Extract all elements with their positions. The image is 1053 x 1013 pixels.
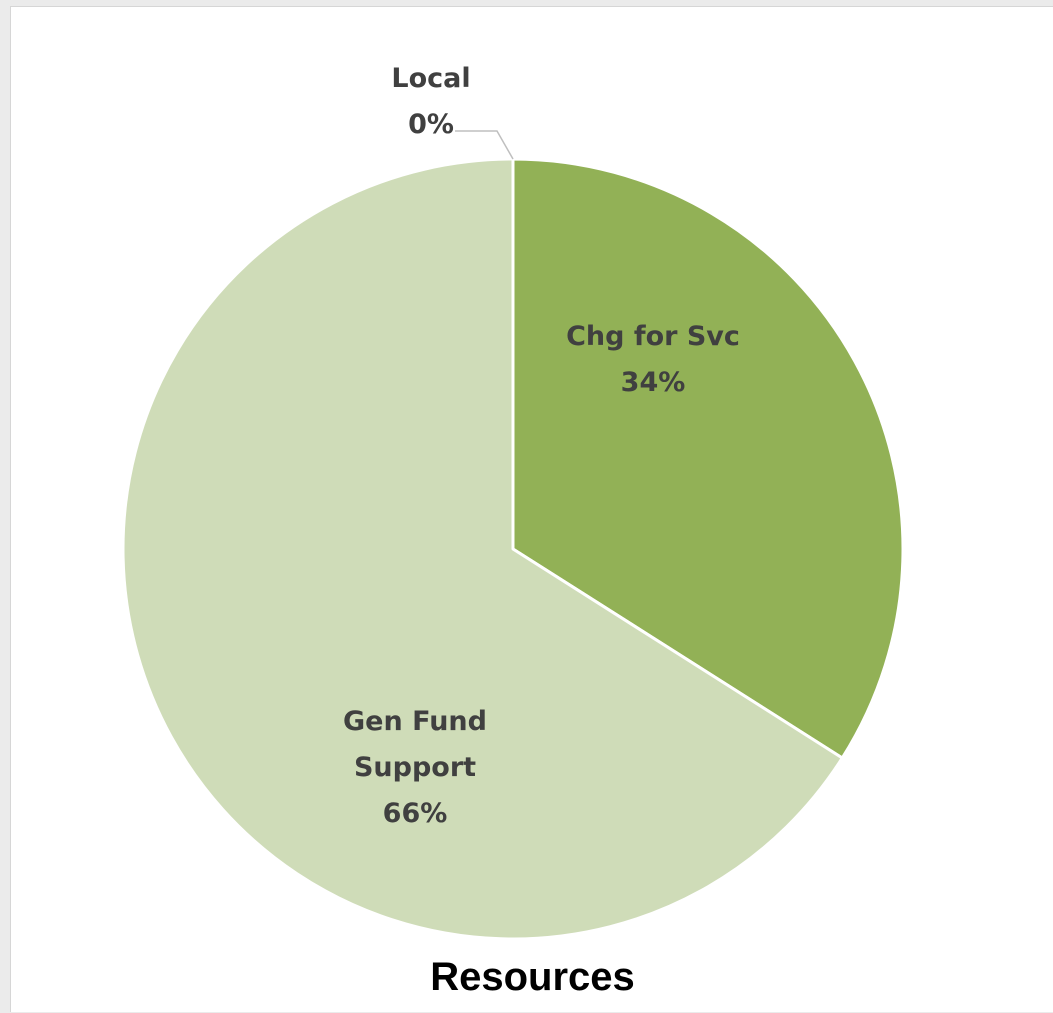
slice-percent-label: 34% — [621, 367, 686, 398]
slice-category-label: Local — [391, 63, 470, 94]
slice-category-label: Chg for Svc — [566, 321, 740, 352]
pie-labels: Chg for Svc 34% Gen Fund Support 66% Local 0% — [343, 63, 740, 829]
label-leader-line — [455, 130, 514, 160]
chart-frame: Chg for Svc 34% Gen Fund Support 66% Local 0% … — [10, 6, 1053, 1012]
chart-title: Resources — [430, 955, 635, 999]
pie-slice — [511, 157, 905, 760]
pie-chart: Chg for Svc 34% Gen Fund Support 66% Local 0% — [121, 63, 905, 941]
slice-percent-label: 66% — [383, 798, 448, 829]
slice-category-label: Gen Fund — [343, 706, 487, 737]
pie-slice — [121, 157, 844, 941]
slice-percent-label: 0% — [408, 109, 454, 140]
pie-slices — [121, 157, 905, 941]
slice-category-label: Support — [354, 752, 476, 783]
